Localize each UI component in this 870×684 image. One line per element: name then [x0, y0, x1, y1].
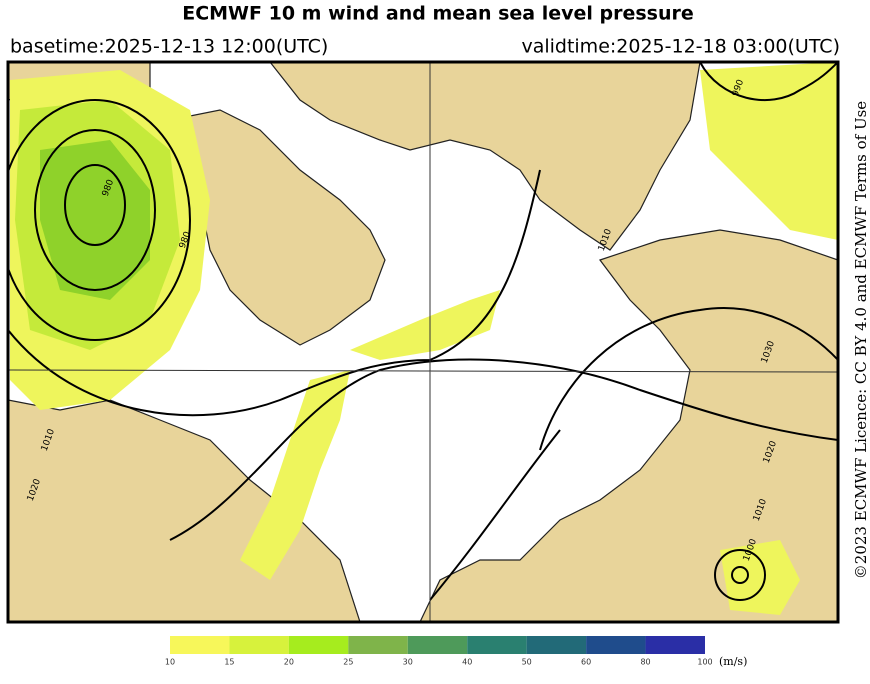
wind-area [350, 290, 500, 360]
isobar [169, 358, 838, 541]
wind-area [40, 140, 150, 300]
colorbar-segment [170, 636, 230, 654]
wind-area [700, 62, 838, 240]
colorbar-tick-label: 40 [462, 658, 472, 667]
isobar [34, 129, 157, 291]
colorbar-tick-label: 50 [522, 658, 532, 667]
isobar [429, 429, 561, 601]
colorbar-unit: (m/s) [719, 655, 747, 668]
graticule [8, 62, 838, 622]
land [419, 229, 838, 622]
wind-area [240, 370, 350, 580]
colorbar-tick-label: 80 [640, 658, 650, 667]
isobar [64, 164, 127, 246]
colorbar-segment [526, 636, 587, 654]
isobar [539, 307, 838, 451]
colorbar-tick-label: 20 [284, 658, 294, 667]
basetime: basetime:2025-12-13 12:00(UTC) [10, 36, 328, 58]
validtime: validtime:2025-12-18 03:00(UTC) [521, 36, 840, 58]
licence: ©2023 ECMWF Licence: CC BY 4.0 and ECMWF… [852, 101, 870, 580]
colorbar-segment [467, 636, 527, 654]
title: ECMWF 10 m wind and mean sea level press… [182, 3, 694, 25]
colorbar-segment [586, 636, 646, 654]
colorbar: 10 15 20 25 30 40 50 60 80 100 (m/s) [165, 636, 747, 668]
isobar [731, 566, 750, 584]
colorbar-segment [645, 636, 705, 654]
isobar [699, 62, 838, 102]
land [269, 62, 701, 251]
colorbar-tick-label: 25 [343, 658, 353, 667]
isobar [714, 549, 767, 601]
isobar [8, 99, 192, 341]
colorbar-tick-label: 30 [403, 658, 413, 667]
colorbar-tick-label: 100 [697, 658, 712, 667]
map-frame [6, 60, 840, 624]
colorbar-tick-label: 10 [165, 658, 175, 667]
colorbar-segment [229, 636, 289, 654]
isobar [8, 169, 541, 417]
colorbar-tick-label: 15 [224, 658, 234, 667]
colorbar-segment [348, 636, 408, 654]
colorbar-segment [288, 636, 349, 654]
wind-area [720, 540, 800, 615]
colorbar-segment [407, 636, 468, 654]
colorbar-tick-label: 60 [581, 658, 591, 667]
